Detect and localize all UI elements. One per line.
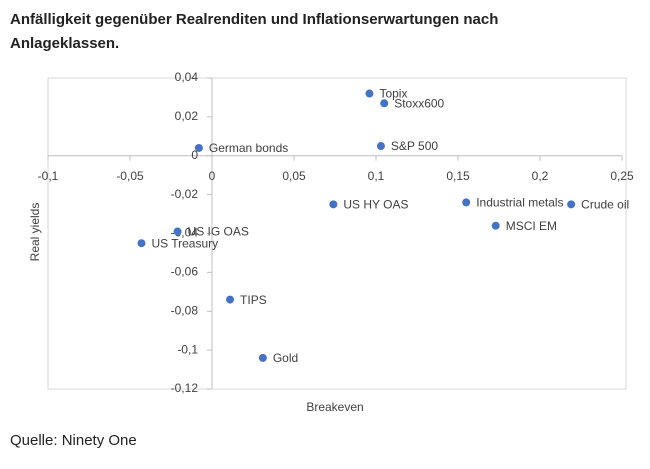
point-label: Stoxx600 [394,96,444,110]
point [365,89,374,98]
x-tick-label: -0,05 [116,169,144,183]
point-label: US HY OAS [343,198,408,212]
x-tick-label: 0 [209,169,216,183]
x-tick-label: 0,1 [368,169,385,183]
x-tick-label: 0,05 [282,169,306,183]
point-label: Gold [273,351,298,365]
point-label: Crude oil [581,198,629,212]
x-tick-label: 0,2 [532,169,549,183]
point-label: S&P 500 [391,139,438,153]
point [567,200,576,209]
y-tick-label: 0 [191,148,198,162]
point-label: US Treasury [151,236,218,250]
point [258,353,267,362]
chart: Breakeven Real yields -0,1 -0,05 0 0,05 0,1 0… [28,70,634,414]
point-label: MSCI EM [506,219,557,233]
x-tick-label: 0,15 [446,169,470,183]
point [226,295,235,304]
y-tick-label: -0,1 [177,342,198,356]
y-tick-label: 0,04 [175,70,199,84]
point-label: US IG OAS [188,225,249,239]
x-tick-label: -0,1 [38,169,59,183]
point-label: German bonds [209,141,288,155]
point [462,198,471,207]
chart-title: Anfälligkeit gegenüber Realrenditen und … [10,11,499,52]
y-tick-label: -0,12 [171,381,199,395]
x-axis-label: Breakeven [306,400,363,414]
point [376,142,385,151]
x-tick-label: 0,25 [610,169,634,183]
point [380,99,389,108]
point [329,200,338,209]
source: Quelle: Ninety One [10,432,137,449]
y-tick-label: -0,08 [171,303,199,317]
point-label: TIPS [240,293,267,307]
point [137,239,146,248]
plot-frame [47,77,627,390]
y-axis-label: Real yields [28,203,42,262]
point [194,143,203,152]
point-label: Topix [379,87,407,101]
y-tick-label: -0,02 [171,187,199,201]
y-tick-label: 0,02 [175,109,199,123]
point [491,221,500,230]
y-tick-label: -0,06 [171,265,199,279]
point [173,227,182,236]
point-label: Industrial metals [476,196,563,210]
